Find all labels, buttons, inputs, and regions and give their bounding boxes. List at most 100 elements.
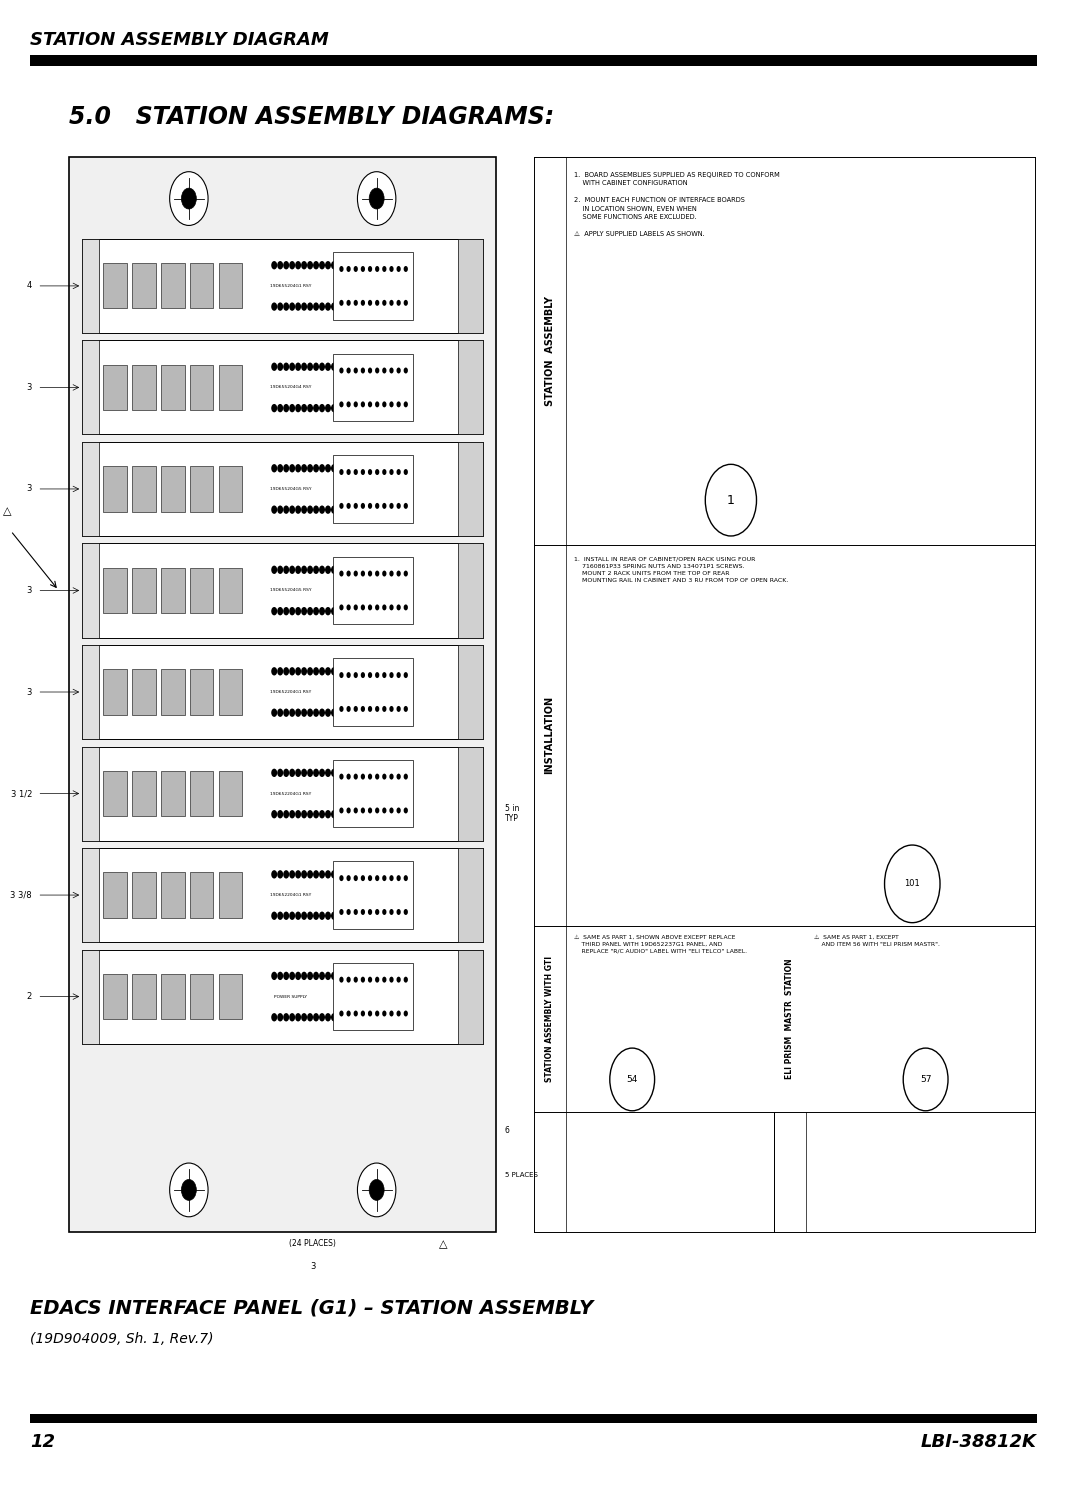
Circle shape (397, 808, 401, 814)
Circle shape (307, 870, 313, 878)
Circle shape (361, 706, 365, 712)
Circle shape (376, 503, 380, 509)
Circle shape (271, 811, 277, 818)
Bar (190, 364, 213, 411)
Circle shape (307, 667, 313, 675)
Text: 5.0   STATION ASSEMBLY DIAGRAMS:: 5.0 STATION ASSEMBLY DIAGRAMS: (69, 105, 555, 128)
Circle shape (271, 405, 277, 412)
Circle shape (277, 608, 283, 615)
Circle shape (277, 405, 283, 412)
Circle shape (353, 367, 357, 373)
Circle shape (369, 188, 384, 209)
Circle shape (385, 566, 391, 573)
Bar (82, 543, 99, 638)
Circle shape (347, 875, 351, 881)
Circle shape (307, 464, 313, 472)
Circle shape (361, 566, 367, 573)
Circle shape (296, 811, 301, 818)
Bar (219, 770, 242, 817)
Text: 3: 3 (27, 687, 32, 697)
Circle shape (367, 667, 372, 675)
Circle shape (368, 469, 372, 475)
Circle shape (349, 667, 355, 675)
Circle shape (337, 811, 343, 818)
Bar (333, 861, 413, 929)
Text: LBI-38812K: LBI-38812K (921, 1433, 1037, 1451)
Circle shape (403, 808, 408, 814)
Circle shape (325, 261, 331, 269)
Bar (103, 364, 127, 411)
Circle shape (289, 667, 296, 675)
Circle shape (389, 266, 394, 272)
Circle shape (355, 464, 361, 472)
Circle shape (313, 464, 319, 472)
Circle shape (389, 1011, 394, 1017)
Circle shape (355, 405, 361, 412)
Circle shape (379, 506, 385, 514)
Circle shape (389, 672, 394, 678)
Text: 54: 54 (626, 1075, 638, 1084)
Circle shape (372, 912, 379, 920)
Circle shape (277, 709, 283, 717)
Circle shape (307, 972, 313, 979)
Text: EDACS INTERFACE PANEL (G1) – STATION ASSEMBLY: EDACS INTERFACE PANEL (G1) – STATION ASS… (30, 1299, 593, 1318)
Circle shape (343, 972, 349, 979)
Circle shape (337, 405, 343, 412)
Bar (161, 567, 185, 614)
Circle shape (283, 566, 289, 573)
Bar (333, 455, 413, 523)
Circle shape (361, 709, 367, 717)
Circle shape (355, 566, 361, 573)
Bar (82, 239, 483, 333)
Circle shape (296, 870, 301, 878)
Circle shape (361, 405, 367, 412)
Circle shape (379, 608, 385, 615)
Circle shape (403, 976, 408, 982)
Circle shape (296, 972, 301, 979)
Circle shape (389, 570, 394, 576)
Circle shape (296, 464, 301, 472)
Circle shape (372, 709, 379, 717)
Circle shape (368, 605, 372, 611)
Bar (132, 263, 156, 309)
Text: 3: 3 (27, 585, 32, 596)
Circle shape (325, 608, 331, 615)
Circle shape (385, 261, 391, 269)
Circle shape (339, 706, 344, 712)
Circle shape (296, 405, 301, 412)
Circle shape (283, 261, 289, 269)
Circle shape (301, 363, 307, 370)
Circle shape (376, 976, 380, 982)
Circle shape (283, 303, 289, 311)
Circle shape (331, 667, 337, 675)
Circle shape (389, 469, 394, 475)
Circle shape (339, 808, 344, 814)
Circle shape (343, 709, 349, 717)
Circle shape (313, 261, 319, 269)
Circle shape (385, 709, 391, 717)
Circle shape (368, 808, 372, 814)
Circle shape (343, 811, 349, 818)
Circle shape (372, 464, 379, 472)
Bar (219, 364, 242, 411)
Circle shape (355, 870, 361, 878)
Circle shape (277, 811, 283, 818)
Circle shape (349, 506, 355, 514)
Circle shape (343, 303, 349, 311)
Text: 1.  BOARD ASSEMBLIES SUPPLIED AS REQUIRED TO CONFORM
    WITH CABINET CONFIGURAT: 1. BOARD ASSEMBLIES SUPPLIED AS REQUIRED… (574, 172, 780, 237)
Circle shape (283, 811, 289, 818)
Circle shape (170, 172, 208, 225)
Circle shape (382, 808, 386, 814)
Text: POWER SUPPLY: POWER SUPPLY (274, 994, 307, 999)
Circle shape (361, 506, 367, 514)
Circle shape (319, 1014, 325, 1021)
Text: 12: 12 (30, 1433, 54, 1451)
Circle shape (372, 261, 379, 269)
Bar (103, 466, 127, 512)
Circle shape (367, 261, 372, 269)
Circle shape (367, 464, 372, 472)
Circle shape (379, 912, 385, 920)
Circle shape (277, 870, 283, 878)
Circle shape (389, 503, 394, 509)
Text: ⚠  SAME AS PART 1, EXCEPT
    AND ITEM 56 WITH "ELI PRISM MASTR".: ⚠ SAME AS PART 1, EXCEPT AND ITEM 56 WIT… (814, 935, 940, 947)
